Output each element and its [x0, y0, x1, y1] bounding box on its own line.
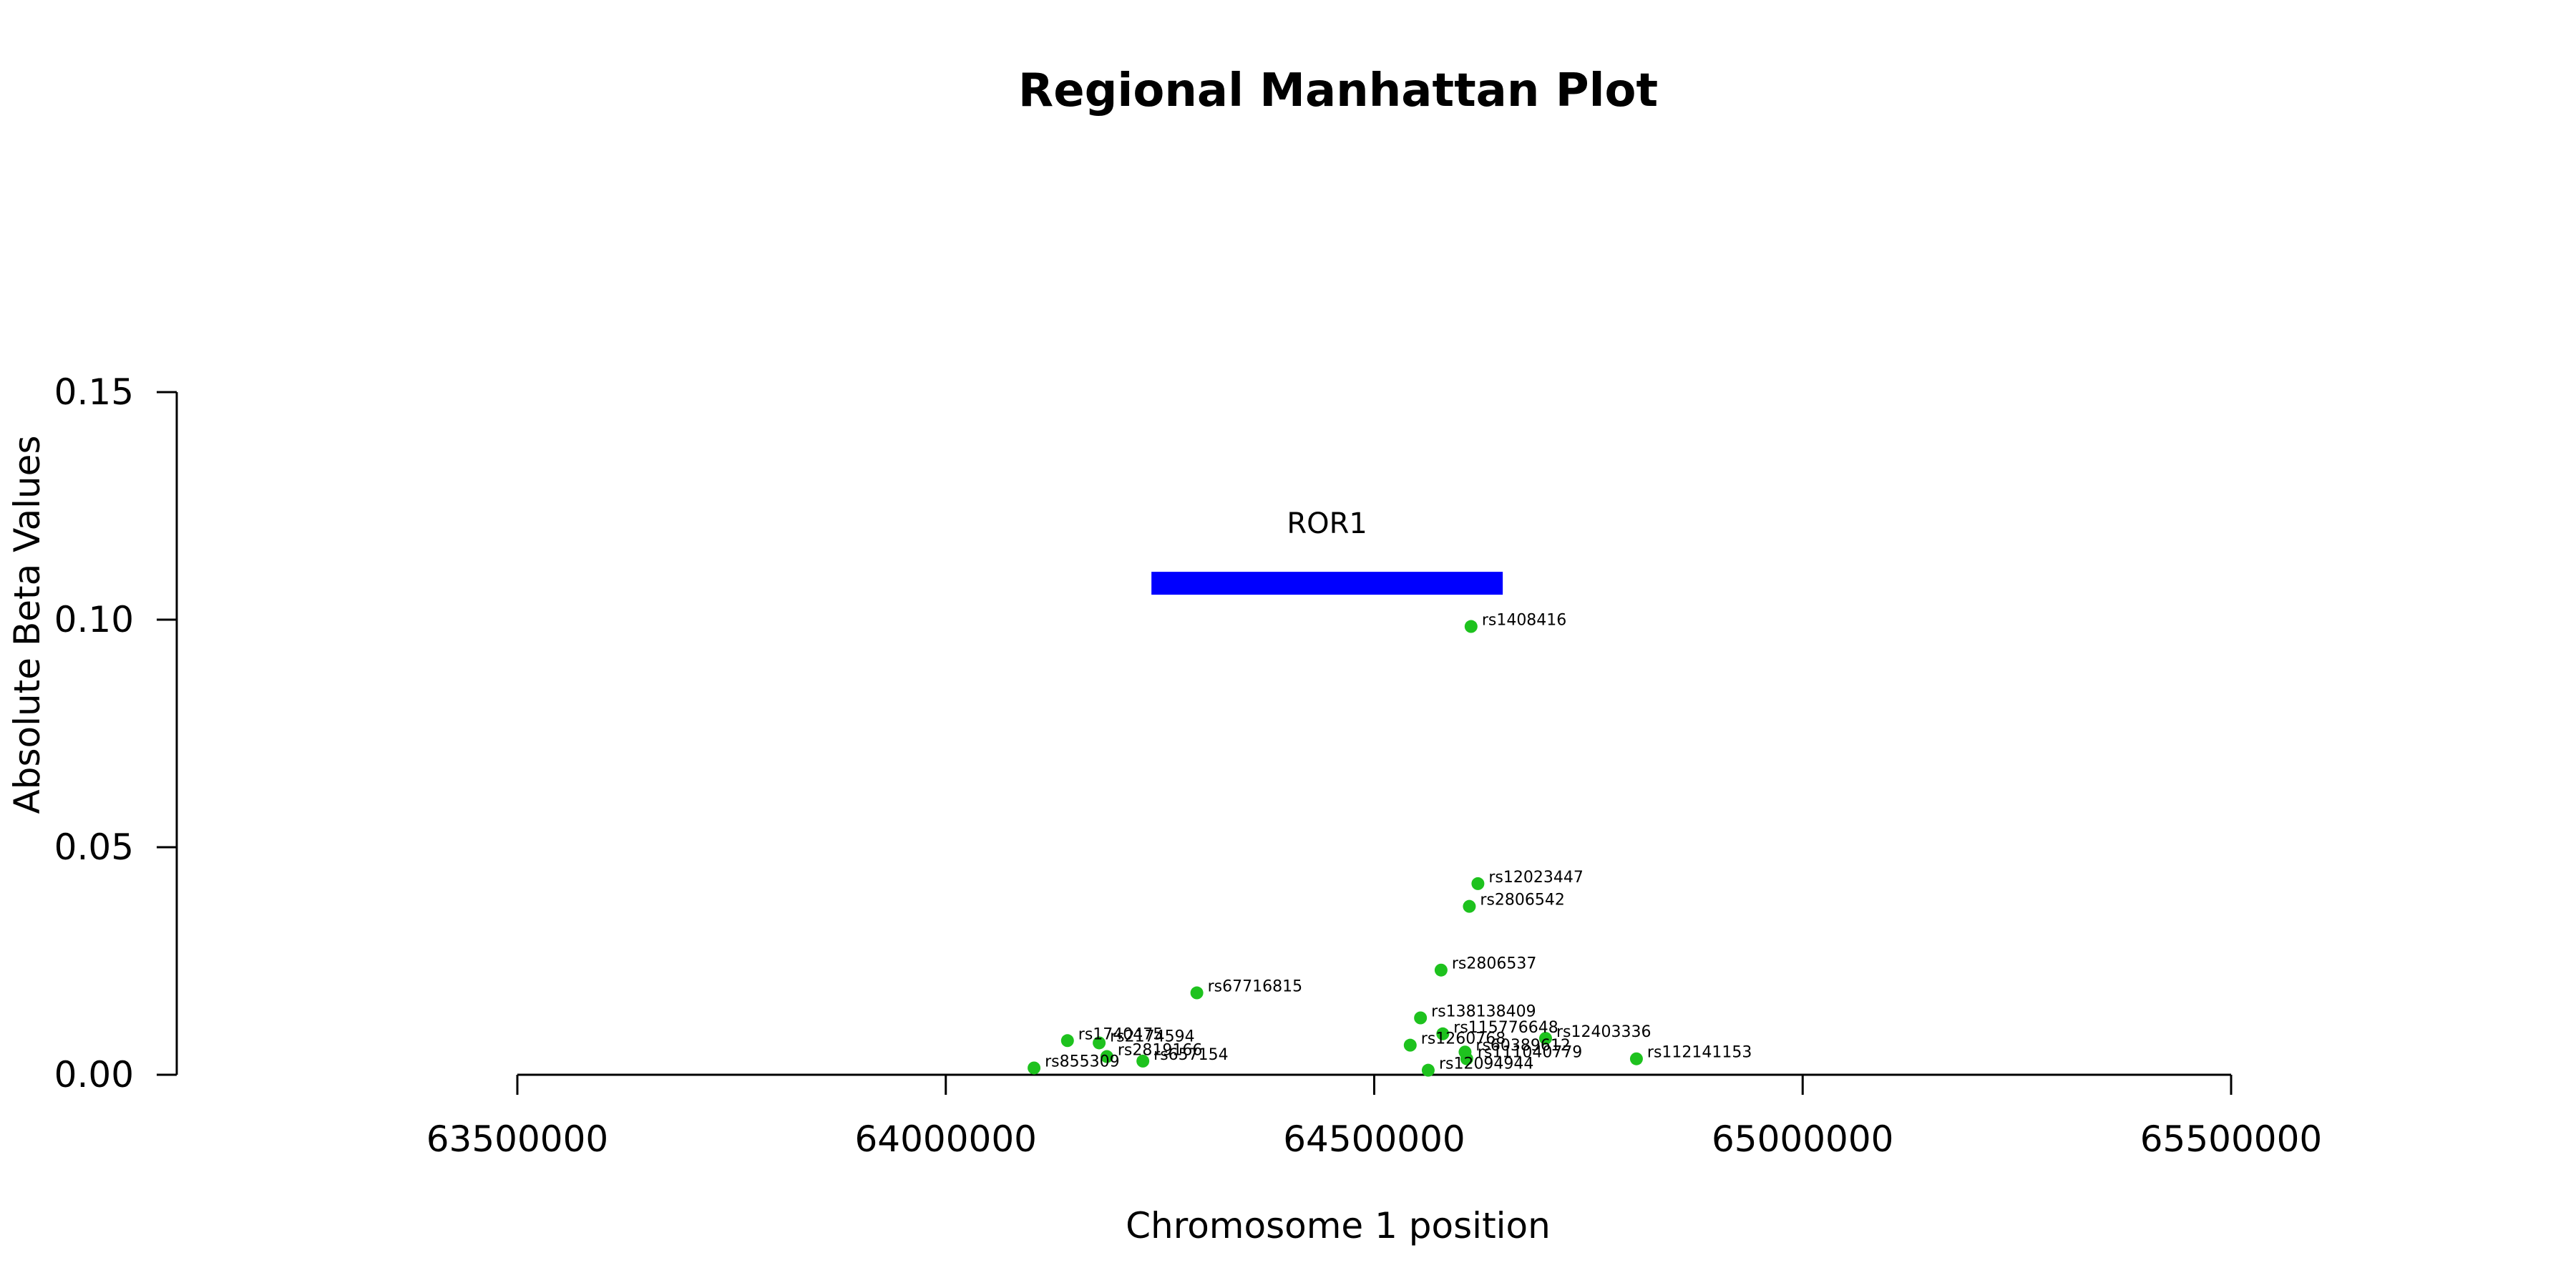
- snp-point: [1060, 1034, 1074, 1048]
- gene-label: ROR1: [1287, 507, 1367, 540]
- snp-point: [1403, 1038, 1417, 1052]
- snp-point: [1436, 1027, 1450, 1040]
- snp-label: rs2174594: [1110, 1028, 1195, 1045]
- x-tick-label: 65500000: [2140, 1118, 2323, 1160]
- x-tick-label: 64000000: [855, 1118, 1038, 1160]
- snp-labels: rs1408416 rs12023447 rs2806542 rs2806537 rs6…: [1045, 612, 1752, 1073]
- snp-label: rs138138409: [1431, 1003, 1536, 1021]
- snp-label: rs12094944: [1439, 1055, 1533, 1073]
- x-tick-label: 64500000: [1283, 1118, 1465, 1160]
- gene-bar: [1151, 572, 1503, 595]
- snp-point: [1460, 1052, 1473, 1065]
- y-tick-label: 0.15: [54, 371, 134, 413]
- snp-point: [1539, 1032, 1552, 1045]
- snp-label: rs1408416: [1482, 612, 1567, 630]
- y-axis-title: Absolute Beta Values: [6, 436, 48, 814]
- snp-point: [1463, 899, 1476, 913]
- y-tick-label: 0.00: [54, 1054, 134, 1096]
- snp-point: [1464, 620, 1478, 633]
- snp-label: rs1740475: [1078, 1025, 1163, 1043]
- snp-label: rs1260768: [1421, 1030, 1506, 1048]
- x-axis-title: Chromosome 1 position: [1126, 1205, 1551, 1246]
- y-tick-label: 0.10: [54, 599, 134, 640]
- snp-point: [1028, 1061, 1041, 1075]
- snp-label: rs67716815: [1208, 978, 1302, 996]
- snp-point: [1100, 1050, 1113, 1063]
- axes: 0.00 0.05 0.10 0.15 63500000 64000000 64500000…: [54, 371, 2323, 1160]
- snp-label: rs115776648: [1453, 1019, 1558, 1037]
- snp-points: [1028, 620, 1643, 1077]
- snp-point: [1421, 1063, 1435, 1077]
- snp-label: rs855309: [1045, 1053, 1120, 1070]
- y-tick-label: 0.05: [54, 826, 134, 868]
- chart-title: Regional Manhattan Plot: [1018, 64, 1658, 117]
- snp-label: rs2819166: [1118, 1042, 1203, 1060]
- snp-point: [1629, 1052, 1643, 1065]
- snp-label: rs2806542: [1480, 892, 1565, 909]
- snp-label: rs111040779: [1478, 1044, 1582, 1062]
- snp-point: [1471, 877, 1485, 890]
- snp-point: [1136, 1054, 1150, 1068]
- snp-point: [1414, 1011, 1428, 1025]
- x-tick-label: 65000000: [1712, 1118, 1894, 1160]
- snp-point: [1093, 1036, 1106, 1050]
- x-tick-label: 63500000: [426, 1118, 609, 1160]
- snp-label: rs657154: [1153, 1046, 1229, 1064]
- snp-label: rs60389612: [1475, 1037, 1570, 1055]
- snp-point: [1190, 986, 1204, 1000]
- snp-label: rs112141153: [1647, 1044, 1752, 1062]
- gene-track: ROR1: [1151, 507, 1503, 595]
- snp-label: rs12403336: [1556, 1023, 1651, 1041]
- snp-point: [1434, 963, 1448, 977]
- snp-label: rs12023447: [1488, 869, 1583, 887]
- snp-label: rs2806537: [1452, 955, 1537, 973]
